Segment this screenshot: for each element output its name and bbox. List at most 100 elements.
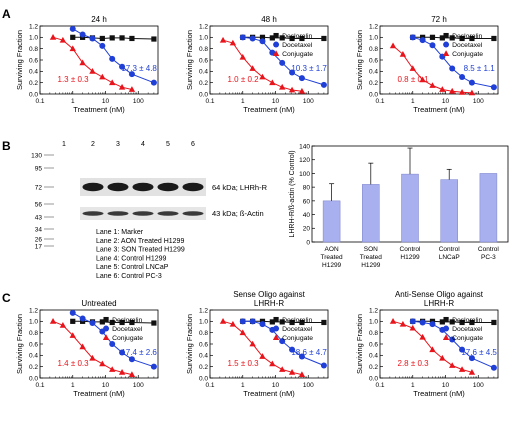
c3-docetaxel-ic50-label: 17.6 ± 4.5 (461, 348, 497, 357)
c2-docetaxel-point (239, 318, 246, 325)
a3-docetaxel-point (419, 37, 426, 44)
a2-conjugate-point (239, 53, 246, 60)
c2-y-axis-label: Surviving Fraction (185, 314, 194, 374)
c3-legend-label: Deslorelin (452, 317, 482, 324)
a3-legend-label: Conjugate (452, 51, 483, 58)
a1-conjugate-point (128, 86, 136, 92)
c3-xtick-label: 100 (473, 382, 484, 389)
c1-legend-conjugate-point (102, 334, 110, 340)
a2-ytick-label: 1.2 (199, 23, 208, 30)
c3-conjugate-point (399, 320, 407, 327)
marker-weight-label: 56 (35, 202, 43, 209)
c3-conjugate-point (449, 362, 456, 368)
a1-xtick-label: 0.1 (35, 98, 44, 105)
a1-docetaxel-point (109, 55, 116, 62)
bar (479, 173, 498, 243)
c1-conjugate-point (49, 318, 57, 324)
a1-frame (39, 25, 159, 95)
bar-category-label: LNCaP (439, 254, 460, 261)
a2-docetaxel-point (249, 35, 256, 42)
a1-deslorelin-point (109, 35, 115, 41)
a3-conjugate-point (439, 86, 446, 92)
c2-ytick-label: 1.2 (199, 307, 208, 314)
a2-deslorelin-point (321, 35, 327, 42)
c3-legend-label: Conjugate (452, 335, 483, 342)
a3-docetaxel-point (468, 79, 475, 86)
c3-docetaxel-point (449, 336, 456, 343)
a1-deslorelin-point (99, 35, 105, 42)
a1-ytick-label: 1.0 (29, 35, 38, 42)
c2-x-axis-label: Treatment (nM) (243, 389, 295, 398)
a2-conjugate-ic50-label: 1.0 ± 0.2 (228, 75, 260, 84)
bar-ytick-label: 0 (306, 239, 310, 246)
a1-conjugate-point (69, 45, 76, 52)
a1-deslorelin-point (70, 34, 76, 40)
a2-legend-deslorelin-point (273, 32, 279, 39)
a3-conjugate-point (449, 87, 456, 94)
a2-ytick-label: 0.6 (199, 57, 208, 64)
lane-number-label: 5 (166, 141, 170, 148)
a3-ytick-label: 1.0 (369, 35, 378, 42)
marker-weight-label: 34 (35, 227, 43, 234)
a1-conjugate-point (49, 34, 57, 40)
c1-deslorelin-point (151, 320, 157, 326)
a3-ytick-label: 0.8 (369, 46, 378, 53)
c2-docetaxel-point (298, 353, 305, 360)
a3-docetaxel-ic50-label: 8.5 ± 1.1 (464, 64, 496, 73)
bar-ytick-label: 20 (303, 226, 311, 233)
a3-conjugate-point (419, 76, 426, 83)
a2-conjugate-point (288, 86, 296, 93)
c2-conjugate-point (298, 371, 306, 377)
marker-weight-label: 72 (35, 185, 43, 192)
c1-conjugate-point (69, 332, 76, 338)
c3-title: Anti-Sense Oligo against (395, 290, 484, 299)
a2-ytick-label: 0.4 (199, 69, 208, 76)
c2-conjugate-point (239, 329, 246, 336)
a2-docetaxel-point (298, 75, 305, 82)
a3-deslorelin-point (449, 35, 455, 41)
c1-legend-label: Deslorelin (112, 317, 142, 324)
a2-deslorelin-point (269, 35, 275, 41)
c1-docetaxel-point (119, 349, 126, 356)
c3-ytick-label: 1.2 (369, 307, 378, 314)
band-lhrh (182, 182, 204, 192)
a1-conjugate-point (109, 79, 116, 86)
a1-conjugate-point (99, 73, 106, 80)
c2-legend-deslorelin-point (273, 316, 279, 323)
band-lhrh (132, 182, 154, 192)
panel-label-c: C (2, 291, 11, 305)
c3-ytick-label: 0.8 (369, 330, 378, 337)
c1-x-axis-label: Treatment (nM) (73, 389, 125, 398)
lane-legend-item: Lane 1: Marker (96, 229, 144, 236)
c2-ytick-label: 0.4 (199, 353, 208, 360)
a2-docetaxel-point (269, 49, 276, 56)
band-actin (107, 211, 129, 216)
lane-legend-item: Lane 5: Control LNCaP (96, 264, 169, 271)
c2-legend-docetaxel-point (273, 325, 280, 332)
c1-conjugate-point (128, 371, 136, 377)
a2-docetaxel-point (289, 69, 296, 76)
a3-docetaxel-point (459, 74, 466, 80)
c1-docetaxel-ic50-label: 17.4 ± 2.6 (121, 348, 157, 357)
a3-conjugate-point (468, 89, 476, 96)
c2-conjugate-point (279, 366, 286, 372)
bar-ytick-label: 80 (303, 185, 311, 192)
c3-ytick-label: 1.0 (369, 319, 378, 326)
a1-docetaxel-point (128, 71, 135, 78)
c2-docetaxel-point (259, 321, 266, 328)
a2-docetaxel-point (320, 81, 327, 88)
a3-docetaxel-point (429, 42, 436, 49)
band-label-lhrh: 64 kDa; LHRh-R (212, 183, 268, 192)
a3-xtick-label: 0.1 (375, 98, 384, 105)
a1-ytick-label: 1.2 (29, 23, 38, 30)
a3-y-axis-label: Surviving Fraction (355, 30, 364, 90)
a3-conjugate-point (399, 51, 407, 57)
a2-legend-label: Deslorelin (282, 33, 312, 40)
a2-legend-conjugate-point (272, 50, 280, 56)
c2-conjugate-point (288, 369, 296, 375)
lane-number-label: 2 (91, 141, 95, 148)
c2-docetaxel-point (289, 346, 296, 353)
a1-conjugate-point (59, 36, 67, 43)
c3-legend-conjugate-point (442, 334, 450, 340)
a2-ytick-label: 1.0 (199, 35, 208, 42)
